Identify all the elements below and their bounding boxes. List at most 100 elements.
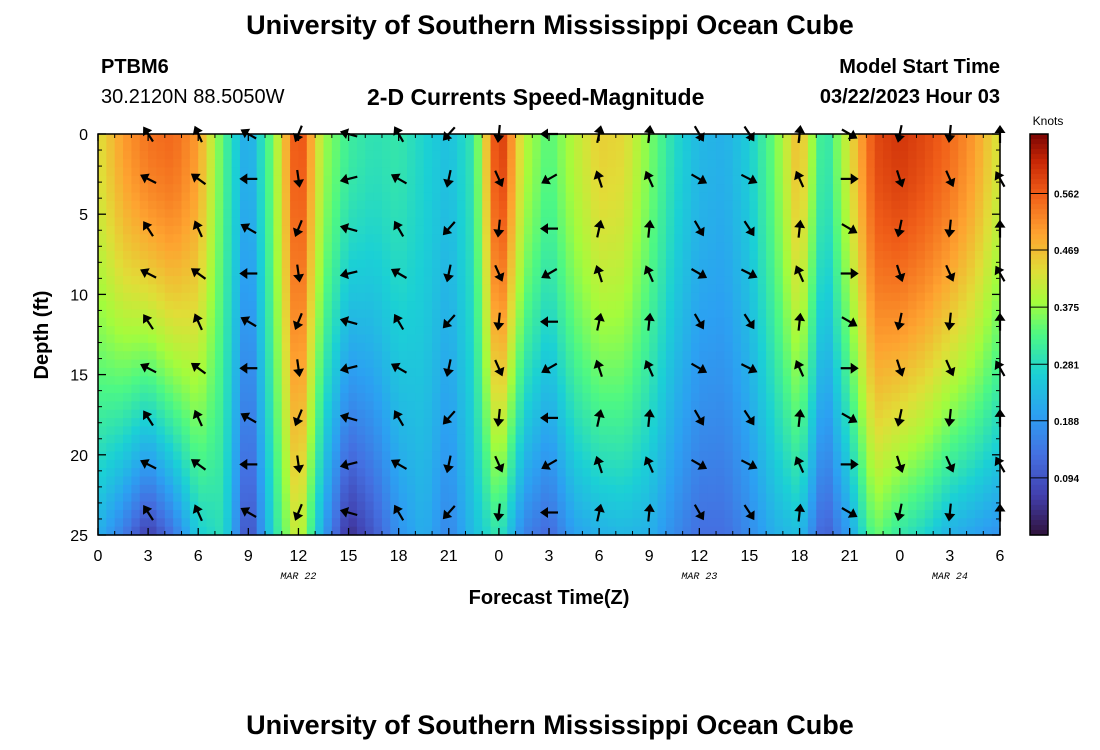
heatmap-cell [624,326,634,336]
heatmap-cell [741,326,751,336]
heatmap-cell [824,518,834,528]
heatmap-cell [423,184,433,194]
heatmap-cell [523,418,533,427]
heatmap-cell [98,242,107,252]
heatmap-cell [465,159,475,169]
heatmap-cell [774,509,784,519]
heatmap-cell [398,150,408,160]
heatmap-cell [933,292,943,302]
heatmap-cell [949,342,959,352]
heatmap-cell [98,334,107,344]
heatmap-cell [148,392,158,402]
heatmap-cell [156,476,166,486]
heatmap-cell [356,175,366,185]
heatmap-cell [632,242,642,252]
heatmap-cell [415,501,425,511]
heatmap-cell [214,501,224,511]
heatmap-cell [482,376,492,386]
heatmap-cell [540,276,550,285]
heatmap-cell [574,276,584,285]
heatmap-cell [908,334,918,344]
heatmap-cell [248,526,258,536]
heatmap-cell [173,276,183,285]
heatmap-cell [883,334,893,344]
heatmap-cell [565,250,575,260]
heatmap-cell [515,468,525,478]
heatmap-cell [582,501,592,511]
heatmap-cell [958,409,968,419]
heatmap-cell [732,367,742,377]
heatmap-cell [832,392,842,402]
heatmap-cell [273,418,283,427]
heatmap-cell [515,234,525,244]
heatmap-cell [106,526,116,536]
heatmap-cell [807,484,817,494]
heatmap-cell [448,309,458,319]
heatmap-cell [632,217,642,227]
heatmap-cell [189,418,199,427]
heatmap-cell [231,301,241,311]
heatmap-cell [123,384,133,394]
heatmap-cell [899,351,909,361]
heatmap-cell [924,418,934,427]
heatmap-cell [807,334,817,344]
heatmap-cell [782,250,792,260]
heatmap-cell [465,526,475,536]
heatmap-cell [640,225,650,235]
heatmap-cell [682,468,692,478]
heatmap-cell [131,250,141,260]
heatmap-cell [148,409,158,419]
heatmap-cell [365,234,375,244]
heatmap-cell [674,484,684,494]
heatmap-cell [640,200,650,210]
heatmap-cell [724,426,734,436]
heatmap-cell [766,342,776,352]
heatmap-cell [657,184,667,194]
heatmap-cell [665,234,675,244]
heatmap-cell [290,376,300,386]
heatmap-cell [607,209,617,219]
heatmap-cell [331,192,341,202]
heatmap-cell [799,217,809,227]
heatmap-cell [465,292,475,302]
heatmap-cell [148,200,158,210]
heatmap-cell [624,175,634,185]
heatmap-cell [515,175,525,185]
heatmap-cell [189,476,199,486]
heatmap-cell [381,309,391,319]
heatmap-cell [891,392,901,402]
heatmap-cell [148,426,158,436]
heatmap-cell [106,217,116,227]
heatmap-cell [657,401,667,411]
heatmap-cell [607,317,617,327]
heatmap-cell [423,392,433,402]
heatmap-cell [281,401,291,411]
heatmap-cell [181,200,191,210]
heatmap-cell [248,401,258,411]
heatmap-cell [331,459,341,469]
heatmap-cell [958,309,968,319]
heatmap-cell [682,518,692,528]
heatmap-cell [690,167,700,177]
heatmap-cell [281,150,291,160]
heatmap-cell [640,434,650,444]
heatmap-cell [356,367,366,377]
heatmap-cell [933,359,943,369]
heatmap-cell [816,459,826,469]
heatmap-cell [381,493,391,503]
heatmap-cell [214,509,224,519]
heatmap-cell [707,334,717,344]
heatmap-cell [432,284,442,294]
heatmap-cell [148,342,158,352]
heatmap-cell [649,518,659,528]
heatmap-cell [858,175,867,185]
heatmap-cell [549,468,558,478]
heatmap-cell [123,284,133,294]
heatmap-cell [381,267,391,277]
heatmap-cell [265,292,274,302]
heatmap-cell [290,484,300,494]
heatmap-cell [540,292,550,302]
heatmap-cell [256,301,266,311]
heatmap-cell [373,292,383,302]
